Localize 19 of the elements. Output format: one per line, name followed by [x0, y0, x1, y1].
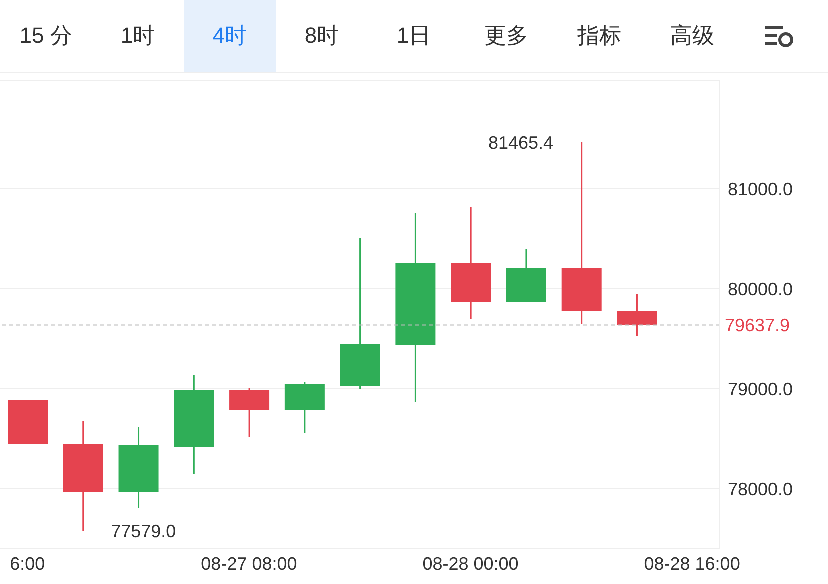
text: 8时: [304, 22, 340, 50]
x-tick-label: 08-28 00:00: [422, 554, 519, 574]
text: 1日: [396, 22, 432, 50]
text: 更多: [484, 22, 528, 50]
text: 高级: [670, 22, 714, 50]
text: 4时: [212, 22, 248, 50]
x-tick-label: 6:00: [10, 554, 46, 574]
annotation: 81465.4: [488, 132, 554, 153]
ref-line-label: 79637.9: [725, 316, 790, 336]
text: 1时: [120, 22, 156, 50]
x-tick-label: 08-28 16:00: [644, 554, 740, 574]
y-tick-label: 79000.0: [728, 379, 794, 400]
text: 15 分: [20, 22, 72, 50]
text: 指标: [578, 22, 622, 50]
y-tick-label: 78000.0: [728, 479, 794, 500]
x-tick-label: 08-27 08:00: [201, 554, 298, 574]
y-tick-label: 81000.0: [728, 179, 794, 200]
y-tick-label: 80000.0: [728, 279, 794, 300]
annotation: 77579.0: [111, 521, 176, 542]
